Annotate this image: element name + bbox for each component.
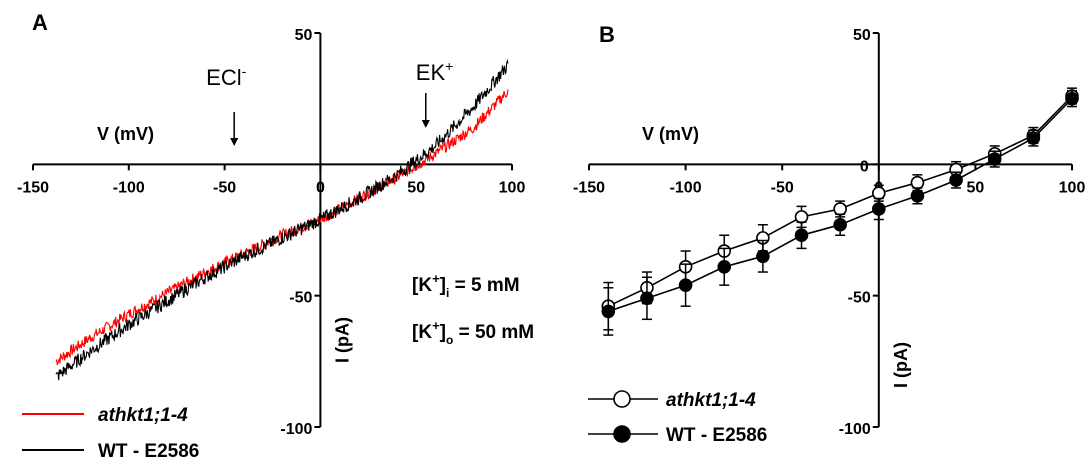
y-tick-label: -100 <box>839 421 871 438</box>
annotation-ek-label: EK+ <box>416 58 454 85</box>
x-tick-label: -50 <box>771 179 794 196</box>
data-point <box>949 173 963 187</box>
trace-wt <box>55 58 509 381</box>
x-tick-label: -100 <box>113 179 145 196</box>
x-tick-label: -100 <box>670 179 702 196</box>
legend-item-wt: WT - E2586 <box>22 441 199 462</box>
condition-k-inside: [K+]i = 5 mM <box>412 271 520 300</box>
y-axis-label-a: I (pA) <box>332 317 352 363</box>
data-point <box>871 186 886 201</box>
data-point <box>987 152 1002 166</box>
x-tick-label: 100 <box>499 179 526 196</box>
y-tick-label: 50 <box>295 27 313 44</box>
x-tick-label: -150 <box>17 179 49 196</box>
panel-label-a: A <box>32 10 48 35</box>
x-axis-label-b: V (mV) <box>642 124 699 144</box>
y-tick-label: -100 <box>280 421 312 438</box>
axes-a: -150 -100 -50 0 50 100 50 -50 -100 V (mV) I (pA) <box>17 27 525 438</box>
data-point <box>601 304 616 319</box>
data-point <box>794 228 809 243</box>
y-tick-label: -50 <box>848 290 871 307</box>
legend-label: WT - E2586 <box>98 441 199 462</box>
data-point <box>833 217 847 232</box>
x-tick-label: -50 <box>213 179 236 196</box>
data-point <box>871 202 886 216</box>
data-point <box>717 259 732 274</box>
x-tick-label: 100 <box>1059 179 1086 196</box>
data-point <box>833 202 847 216</box>
y-tick-label: 50 <box>853 27 871 44</box>
legend-item-athkt1: athkt1;1-4 <box>22 405 188 426</box>
data-point <box>794 210 809 224</box>
legend-label: athkt1;1-4 <box>98 405 188 426</box>
y-tick-label: -50 <box>289 290 312 307</box>
x-tick-label: 0 <box>316 179 325 196</box>
y-axis-label-b: I (pA) <box>891 342 911 388</box>
data-point <box>910 175 925 190</box>
data-point <box>910 189 925 203</box>
data-point <box>678 278 693 292</box>
legend-item-b-athkt1: athkt1;1-4 <box>588 390 756 411</box>
legend-marker <box>613 425 631 443</box>
legend-item-b-wt: WT - E2586 <box>588 425 767 446</box>
annotation-ecl-label: ECl- <box>206 63 246 90</box>
x-tick-label: 50 <box>407 179 425 196</box>
x-axis-label-a: V (mV) <box>97 124 154 144</box>
legend-marker <box>613 390 631 408</box>
condition-k-outside: [K+]o = 50 mM <box>412 318 534 347</box>
x-tick-label: -150 <box>573 179 605 196</box>
data-point <box>756 249 770 264</box>
panel-label-b: B <box>599 22 615 47</box>
series-wt <box>601 90 1079 336</box>
arrow-head <box>230 138 239 146</box>
legend-label: athkt1;1-4 <box>666 390 756 411</box>
data-point <box>1065 91 1079 106</box>
legend-label: WT - E2586 <box>666 425 767 446</box>
data-point <box>640 291 654 306</box>
data-point <box>1026 131 1041 145</box>
arrow-head <box>421 120 430 128</box>
annotation-ek: EK+ <box>416 58 454 128</box>
x-tick-label: 50 <box>967 179 985 196</box>
y-tick-label: 0 <box>860 158 869 175</box>
annotation-ecl: ECl- <box>206 63 247 146</box>
